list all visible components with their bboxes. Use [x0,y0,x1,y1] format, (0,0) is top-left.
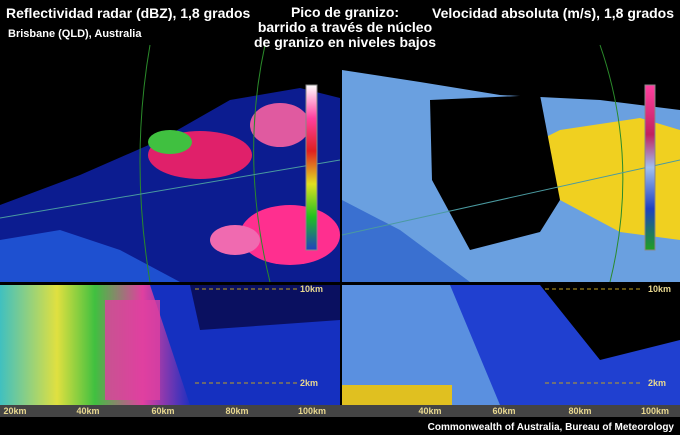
height-label: 2km [300,378,318,388]
height-label: 10km [300,284,323,294]
center-title: Pico de granizo: [291,4,399,20]
range-axis-strip [0,405,680,417]
credit: Commonwealth of Australia, Bureau of Met… [428,422,675,433]
range-label: 80km [225,406,248,416]
right-title: Velocidad absoluta (m/s), 1,8 grados [432,5,674,21]
height-label: 10km [648,284,671,294]
center-title: barrido a través de núcleo [258,19,432,35]
range-label: 80km [568,406,591,416]
left-title: Reflectividad radar (dBZ), 1,8 grados [6,5,250,21]
height-label: 2km [648,378,666,388]
range-label: 60km [492,406,515,416]
range-label: 100km [641,406,669,416]
reflectivity-ppi [0,44,341,283]
reflectivity-rhi [0,285,340,405]
range-label: 100km [298,406,326,416]
range-label: 40km [418,406,441,416]
velocity-rhi [342,285,680,405]
range-label: 40km [76,406,99,416]
center-title: de granizo en niveles bajos [254,34,436,50]
range-label: 60km [151,406,174,416]
range-label: 20km [3,406,26,416]
axis-labels: 20km 40km 60km 80km 100km 40km 60km 80km 100km 10… [3,284,671,416]
left-subtitle: Brisbane (QLD), Australia [8,28,142,40]
velocity-ppi [341,44,680,283]
